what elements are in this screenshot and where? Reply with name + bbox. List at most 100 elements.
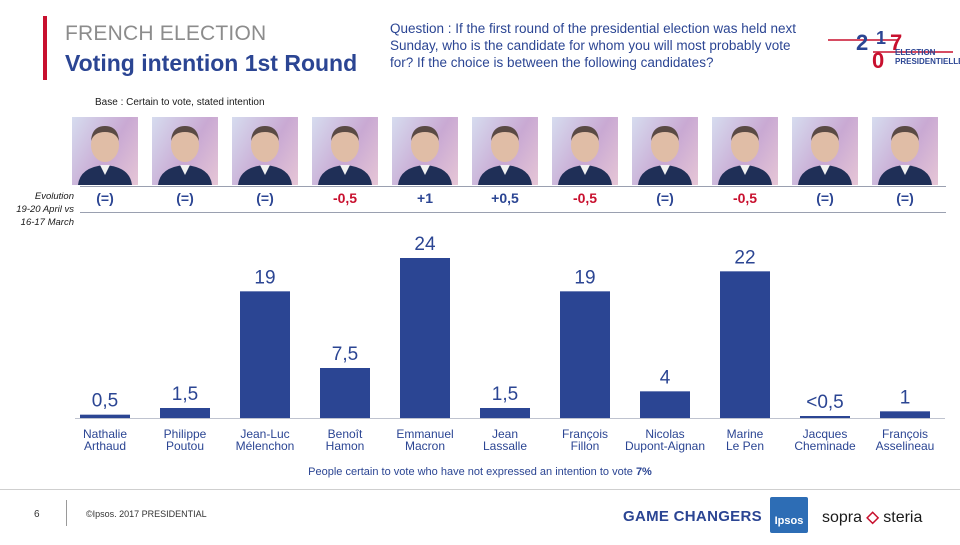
survey-question: Question : If the first round of the pre…: [390, 21, 796, 70]
candidate-portrait: [472, 117, 538, 185]
sopra-text: sopra: [822, 509, 863, 526]
category-label: Macron: [405, 439, 445, 453]
data-label: 1,5: [492, 384, 518, 405]
bar: [80, 414, 130, 418]
portrait-icon: [638, 126, 692, 185]
evolution-value: -0,5: [732, 190, 758, 206]
portrait-icon: [798, 126, 852, 185]
category-label: Benoît: [328, 427, 363, 441]
evolution-value: (=): [96, 190, 114, 206]
category-label: Lassalle: [483, 439, 527, 453]
candidate-portrait: [632, 117, 698, 185]
portrait-icon: [158, 126, 212, 185]
logo-line-2: PRESIDENTIELLE: [895, 57, 960, 66]
data-label: 1: [900, 387, 911, 408]
category-label: Mélenchon: [236, 439, 295, 453]
evolution-value: (=): [816, 190, 834, 206]
data-label: 22: [734, 247, 755, 268]
bar: [320, 368, 370, 418]
copyright: ©Ipsos. 2017 PRESIDENTIAL: [86, 509, 207, 519]
portrait-icon: [718, 126, 772, 185]
sopra-mark-icon: ◇: [866, 509, 879, 526]
category-label: Hamon: [326, 439, 365, 453]
bar: [480, 408, 530, 418]
bar: [720, 271, 770, 418]
category-label: Dupont-Aignan: [625, 439, 705, 453]
evolution-value: -0,5: [332, 190, 358, 206]
category-label: Arthaud: [84, 439, 126, 453]
logo-line-1: ELECTION: [895, 48, 936, 57]
chart-footnote: People certain to vote who have not expr…: [0, 466, 960, 478]
sopra-steria-logo: sopra ◇ steria: [822, 507, 922, 527]
evolution-value: (=): [656, 190, 674, 206]
data-label: <0,5: [806, 392, 844, 413]
data-label: 7,5: [332, 344, 358, 365]
category-label: Asselineau: [876, 439, 935, 453]
category-label: Philippe: [164, 427, 207, 441]
category-label: Fillon: [571, 439, 600, 453]
category-label: Poutou: [166, 439, 204, 453]
evolution-label-line: 16-17 March: [20, 217, 74, 228]
evolution-value: (=): [176, 190, 194, 206]
portrait-icon: [878, 126, 932, 185]
logo-digit: 2: [856, 30, 868, 55]
category-label: Jacques: [803, 427, 848, 441]
logo-digit: 1: [876, 28, 886, 48]
candidate-portrait: [232, 117, 298, 185]
category-label: Cheminade: [794, 439, 856, 453]
candidate-portrait: [392, 117, 458, 185]
evolution-label-line: 19-20 April vs: [16, 204, 74, 215]
footnote-text: People certain to vote who have not expr…: [308, 466, 633, 478]
page-title: Voting intention 1st Round: [65, 50, 358, 76]
category-label: Jean: [492, 427, 518, 441]
data-label: 1,5: [172, 384, 198, 405]
evolution-label-line: Evolution: [34, 191, 74, 202]
data-label: 24: [414, 234, 436, 255]
logo-caption: ELECTION PRESIDENTIELLE: [895, 48, 960, 66]
logo-digit: 7: [890, 30, 902, 55]
bar: [640, 391, 690, 418]
data-label: 4: [660, 367, 671, 388]
portrait-icon: [398, 126, 452, 185]
steria-text: steria: [883, 509, 923, 526]
evolution-value: (=): [896, 190, 914, 206]
page-supertitle: FRENCH ELECTION: [65, 22, 267, 45]
evolution-value: -0,5: [572, 190, 598, 206]
title-accent-bar: [43, 16, 47, 80]
bar: [240, 291, 290, 418]
portrait-icon: [478, 126, 532, 185]
bar: [160, 408, 210, 418]
footnote-value: 7%: [635, 466, 652, 478]
candidate-portrait: [872, 117, 938, 185]
evolution-value: +1: [417, 190, 433, 206]
category-label: Jean-Luc: [240, 427, 289, 441]
evolution-value: (=): [256, 190, 274, 206]
election-2017-logo: 2 0 1 7: [828, 28, 953, 73]
evolution-value: +0,5: [491, 190, 519, 206]
candidate-portrait: [712, 117, 778, 185]
game-changers-logo: GAME CHANGERS: [623, 508, 762, 525]
ipsos-logo: Ipsos: [770, 497, 808, 533]
category-label: Nicolas: [645, 427, 684, 441]
evolution-top-rule: [80, 186, 946, 187]
bar: [400, 258, 450, 418]
footer-rule: [0, 489, 960, 490]
candidate-portrait: [72, 117, 138, 185]
portrait-icon: [558, 126, 612, 185]
category-label: Nathalie: [83, 427, 127, 441]
candidate-portrait: [312, 117, 378, 185]
logo-digit: 0: [872, 48, 884, 73]
category-label: Le Pen: [726, 439, 764, 453]
category-label: François: [882, 427, 928, 441]
page-number: 6: [34, 509, 40, 520]
bar: [800, 416, 850, 418]
candidate-portrait: [792, 117, 858, 185]
footer-separator: [66, 500, 67, 526]
category-label: Emmanuel: [396, 427, 453, 441]
data-label: 19: [574, 267, 595, 288]
portrait-icon: [78, 126, 132, 185]
evolution-bottom-rule: [80, 212, 946, 213]
data-label: 0,5: [92, 391, 118, 412]
portrait-icon: [318, 126, 372, 185]
